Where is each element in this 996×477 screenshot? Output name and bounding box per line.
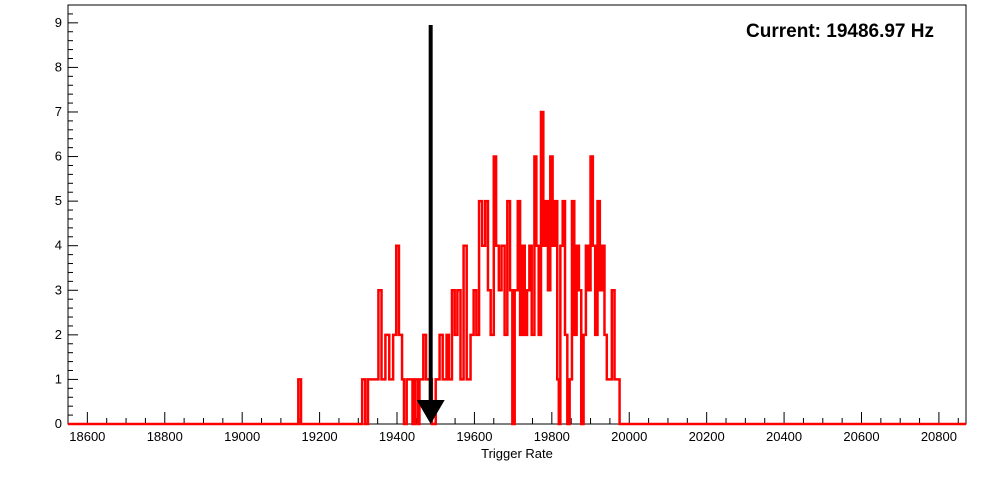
current-rate-label: Current: 19486.97 Hz [746, 21, 934, 42]
x-tick-label: 19600 [456, 429, 492, 444]
histogram-series [68, 110, 966, 426]
x-tick-label: 19800 [534, 429, 570, 444]
x-tick-label: 19000 [224, 429, 260, 444]
plot-frame [67, 4, 967, 425]
y-tick-label: 7 [55, 104, 62, 119]
y-tick-label: 5 [55, 193, 62, 208]
x-tick-label: 20200 [689, 429, 725, 444]
current-arrow-head [416, 400, 445, 424]
x-tick-label: 20000 [611, 429, 647, 444]
x-axis-label: Trigger Rate [481, 446, 553, 461]
x-tick-label: 20800 [921, 429, 957, 444]
y-tick-label: 3 [55, 282, 62, 297]
x-tick-label: 18800 [147, 429, 183, 444]
y-tick-label: 2 [55, 327, 62, 342]
y-tick-label: 6 [55, 149, 62, 164]
x-tick-label: 19200 [302, 429, 338, 444]
x-tick-label: 20400 [766, 429, 802, 444]
y-tick-label: 8 [55, 59, 62, 74]
x-tick-label: 18600 [69, 429, 105, 444]
y-tick-label: 0 [55, 416, 62, 431]
y-tick-label: 1 [55, 371, 62, 386]
y-tick-label: 9 [55, 15, 62, 30]
x-tick-label: 19400 [379, 429, 415, 444]
x-tick-label: 20600 [843, 429, 879, 444]
y-tick-label: 4 [55, 238, 62, 253]
